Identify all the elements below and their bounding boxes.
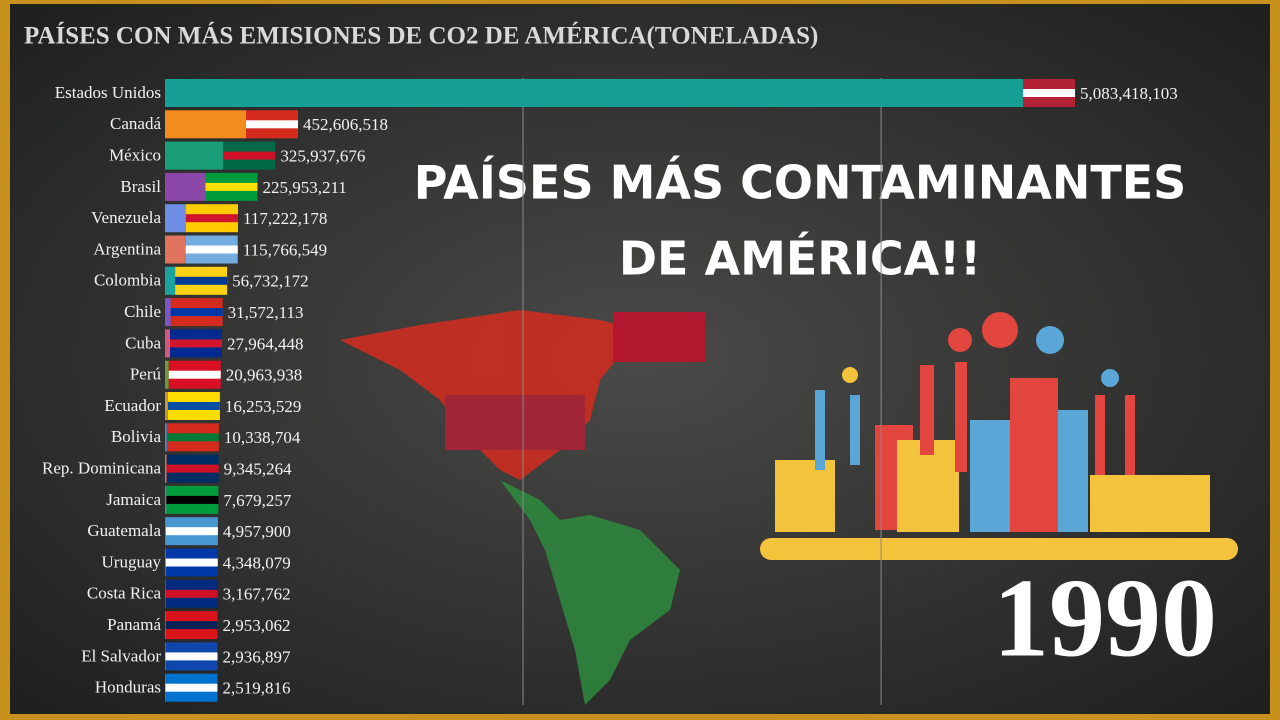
bar [165, 517, 166, 546]
bar [165, 642, 166, 671]
category-label: Panamá [107, 615, 161, 634]
flag [223, 151, 276, 160]
bar [165, 360, 169, 389]
americas-map [340, 310, 705, 705]
category-label: Brasil [120, 177, 161, 196]
value-label: 7,679,257 [223, 491, 292, 510]
bar [165, 235, 186, 264]
factory-illustration [760, 312, 1238, 560]
flag [246, 120, 299, 129]
value-label: 4,348,079 [223, 553, 291, 572]
category-label: El Salvador [81, 646, 161, 665]
category-label: Honduras [95, 678, 161, 697]
flag [165, 652, 218, 661]
year-label: 1990 [993, 557, 1217, 681]
value-label: 10,338,704 [224, 428, 301, 447]
category-label: Uruguay [102, 552, 162, 571]
value-label: 115,766,549 [243, 240, 327, 259]
bar [165, 579, 166, 608]
category-label: Guatemala [87, 521, 161, 540]
value-label: 2,519,816 [222, 679, 290, 698]
category-label: Perú [130, 365, 162, 384]
value-label: 325,937,676 [280, 147, 365, 166]
flag [165, 527, 218, 536]
category-label: Canadá [110, 114, 161, 133]
value-label: 225,953,211 [262, 178, 346, 197]
value-label: 2,936,897 [223, 647, 292, 666]
flag [165, 558, 218, 567]
value-label: 4,957,900 [223, 522, 291, 541]
bar [165, 266, 176, 295]
category-label: Rep. Dominicana [42, 459, 161, 478]
flag [185, 214, 238, 223]
flag [185, 245, 238, 254]
flag [165, 589, 218, 598]
category-label: México [109, 146, 161, 165]
value-label: 117,222,178 [243, 209, 327, 228]
value-label: 56,732,172 [232, 272, 309, 291]
bar [165, 454, 167, 483]
flag [175, 276, 228, 285]
value-label: 452,606,518 [303, 115, 388, 134]
category-label: Estados Unidos [55, 83, 161, 102]
headline: DE AMÉRICA!! [619, 232, 981, 286]
bar [165, 548, 166, 577]
flag [167, 402, 220, 410]
value-label: 3,167,762 [223, 585, 291, 604]
category-label: Colombia [94, 271, 162, 290]
bar [165, 392, 168, 420]
flag [166, 495, 219, 504]
value-label: 27,964,448 [227, 334, 303, 353]
bar [165, 79, 1076, 107]
category-label: Bolivia [111, 427, 162, 446]
category-label: Argentina [93, 239, 161, 258]
value-label: 16,253,529 [225, 397, 302, 416]
flag [205, 182, 258, 191]
category-label: Jamaica [106, 490, 161, 509]
headline: PAÍSES MÁS CONTAMINANTES [414, 156, 1187, 210]
flag [170, 308, 223, 317]
flag [170, 339, 223, 348]
value-label: 20,963,938 [226, 366, 303, 385]
category-label: Cuba [125, 333, 161, 352]
bar [165, 204, 186, 233]
bar [165, 329, 171, 358]
bar [165, 141, 224, 170]
flag [168, 370, 221, 379]
flag [166, 433, 219, 442]
flag [165, 683, 218, 692]
category-label: Venezuela [91, 208, 161, 227]
value-label: 9,345,264 [224, 460, 292, 479]
bar [165, 298, 171, 327]
value-label: 5,083,418,103 [1080, 84, 1178, 103]
category-label: Chile [124, 302, 161, 321]
category-label: Costa Rica [87, 584, 162, 603]
chart-title: PAÍSES CON MÁS EMISIONES DE CO2 DE AMÉRI… [24, 22, 818, 50]
bar [165, 611, 166, 640]
category-label: Ecuador [104, 396, 161, 415]
bar [165, 423, 167, 452]
bar [165, 172, 206, 201]
value-label: 2,953,062 [223, 616, 291, 635]
flag [1023, 89, 1076, 97]
value-label: 31,572,113 [228, 303, 304, 322]
flag [165, 621, 218, 630]
flag [166, 464, 219, 473]
bar [165, 485, 167, 514]
bar [165, 110, 247, 139]
